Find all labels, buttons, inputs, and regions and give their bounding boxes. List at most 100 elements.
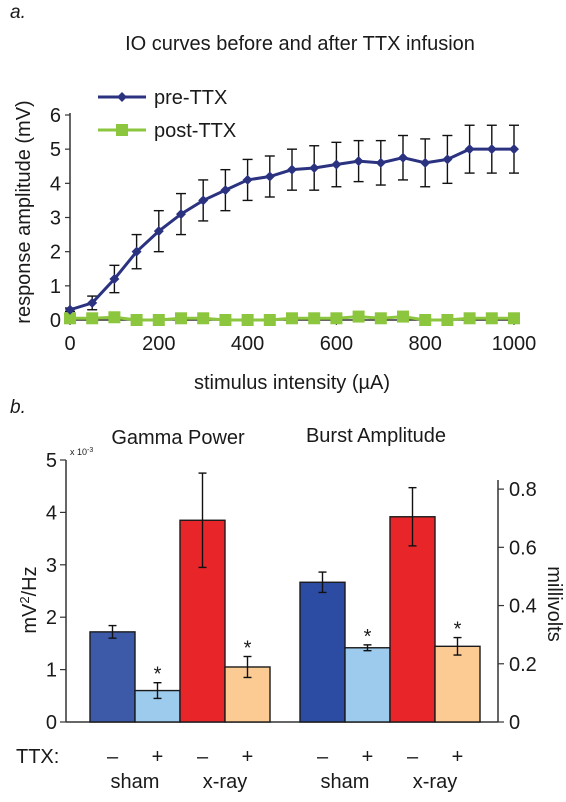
data-point <box>398 152 408 163</box>
panel-b-left-tick-labels: 0 1 2 3 4 5 <box>46 450 66 734</box>
ttx-label: + <box>362 746 374 768</box>
y-tick-label: 6 <box>50 105 61 127</box>
panel-a-axes <box>69 113 518 321</box>
data-point <box>374 312 387 325</box>
ttx-label: – <box>317 746 329 768</box>
bar <box>299 581 346 723</box>
left-y-axis-label: mV2/Hz <box>17 566 41 633</box>
x-tick-label: 400 <box>231 333 264 355</box>
data-point <box>153 226 164 237</box>
data-point <box>464 144 475 155</box>
panel-a: a. IO curves before and after TTX infusi… <box>10 2 536 394</box>
ttx-label: + <box>242 746 254 768</box>
panel-b-letter: b. <box>10 397 26 418</box>
right-y-axis-label: millivolts <box>543 566 565 642</box>
ttx-label: – <box>107 746 119 768</box>
data-point <box>485 312 498 325</box>
left-tick-label: 2 <box>46 607 57 629</box>
left-tick-label: 1 <box>46 660 57 682</box>
data-point <box>309 162 320 173</box>
panel-a-y-axis-label: response amplitude (mV) <box>13 100 35 323</box>
data-point <box>330 312 343 325</box>
panel-a-x-tick-labels: 0 200 400 600 800 1000 <box>64 320 536 355</box>
condition-label: sham <box>111 771 160 793</box>
left-axis-scale-factor: x 10-3 <box>70 447 93 457</box>
right-tick-label: 0 <box>509 712 520 734</box>
legend-square-marker <box>116 124 128 136</box>
panel-b-right-tick-labels: 0 0.2 0.4 0.6 0.8 <box>498 479 537 734</box>
condition-label: sham <box>321 771 370 793</box>
left-tick-label: 5 <box>46 450 57 472</box>
data-point <box>486 144 497 155</box>
data-point <box>397 310 409 323</box>
data-point <box>286 312 298 325</box>
condition-label: x-ray <box>413 771 457 793</box>
data-point <box>242 174 253 185</box>
data-point <box>352 310 365 323</box>
legend-label-post-ttx: post-TTX <box>154 120 236 142</box>
significance-marker: * <box>364 626 372 648</box>
panel-b-subtitle-gamma: Gamma Power <box>111 427 245 449</box>
right-tick-label: 0.2 <box>509 654 537 676</box>
y-tick-label: 5 <box>50 139 61 161</box>
data-point <box>442 154 453 165</box>
ttx-label: – <box>407 746 419 768</box>
legend-diamond-marker <box>117 92 127 102</box>
left-tick-label: 4 <box>46 502 57 524</box>
data-point <box>176 209 186 220</box>
data-point <box>219 314 232 326</box>
bar <box>89 631 136 723</box>
bar <box>389 516 436 723</box>
panel-b-category-labels: TTX: – + – + sham x-ray – + – + sham x-ray <box>16 746 463 793</box>
x-tick-label: 800 <box>409 333 442 355</box>
panel-a-plot-area <box>64 124 520 326</box>
bar-group-gamma-power: ** <box>89 472 271 723</box>
condition-label: x-ray <box>203 771 247 793</box>
ttx-label: – <box>197 746 209 768</box>
panel-a-title: IO curves before and after TTX infusion <box>125 33 475 55</box>
y-tick-label: 1 <box>50 276 61 298</box>
data-point <box>109 274 120 284</box>
bar <box>434 645 481 723</box>
panel-a-y-tick-labels: 0 1 2 3 4 5 6 <box>50 105 70 332</box>
data-point <box>353 156 364 167</box>
data-point <box>220 185 231 196</box>
y-tick-label: 3 <box>50 208 61 230</box>
bar-group-burst-amplitude: * * <box>299 486 481 723</box>
legend-entry-post-ttx: post-TTX <box>98 120 236 142</box>
panel-b: b. Gamma Power Burst Amplitude x 10-3 mV… <box>10 397 565 793</box>
data-point <box>331 159 342 170</box>
significance-marker: * <box>244 638 252 660</box>
data-point <box>152 314 165 326</box>
data-point <box>441 314 454 326</box>
ttx-label: + <box>452 746 464 768</box>
legend-entry-pre-ttx: pre-TTX <box>98 87 227 109</box>
data-point <box>463 312 476 325</box>
data-point <box>198 195 209 206</box>
bar <box>344 647 391 723</box>
data-point <box>264 171 275 182</box>
y-tick-label: 0 <box>50 310 61 332</box>
panel-a-letter: a. <box>10 2 26 23</box>
series-pre-ttx <box>65 124 519 315</box>
y-tick-label: 2 <box>50 242 61 264</box>
panel-b-bars: *** * <box>89 472 481 723</box>
data-point <box>508 312 520 325</box>
significance-marker: * <box>154 664 162 686</box>
data-point <box>308 312 321 325</box>
data-point <box>131 246 142 257</box>
data-point <box>86 312 99 325</box>
data-point <box>287 164 297 175</box>
left-tick-label: 3 <box>46 555 57 577</box>
data-point <box>197 312 210 325</box>
panel-a-x-axis-label: stimulus intensity (µA) <box>194 372 390 394</box>
data-point <box>241 314 254 326</box>
x-tick-label: 600 <box>320 333 353 355</box>
panel-a-legend: pre-TTX post-TTX <box>98 87 236 142</box>
data-point <box>263 314 276 326</box>
left-tick-label: 0 <box>46 712 57 734</box>
data-point <box>175 312 187 325</box>
panel-b-subtitle-burst: Burst Amplitude <box>306 425 446 447</box>
data-point <box>64 312 76 325</box>
